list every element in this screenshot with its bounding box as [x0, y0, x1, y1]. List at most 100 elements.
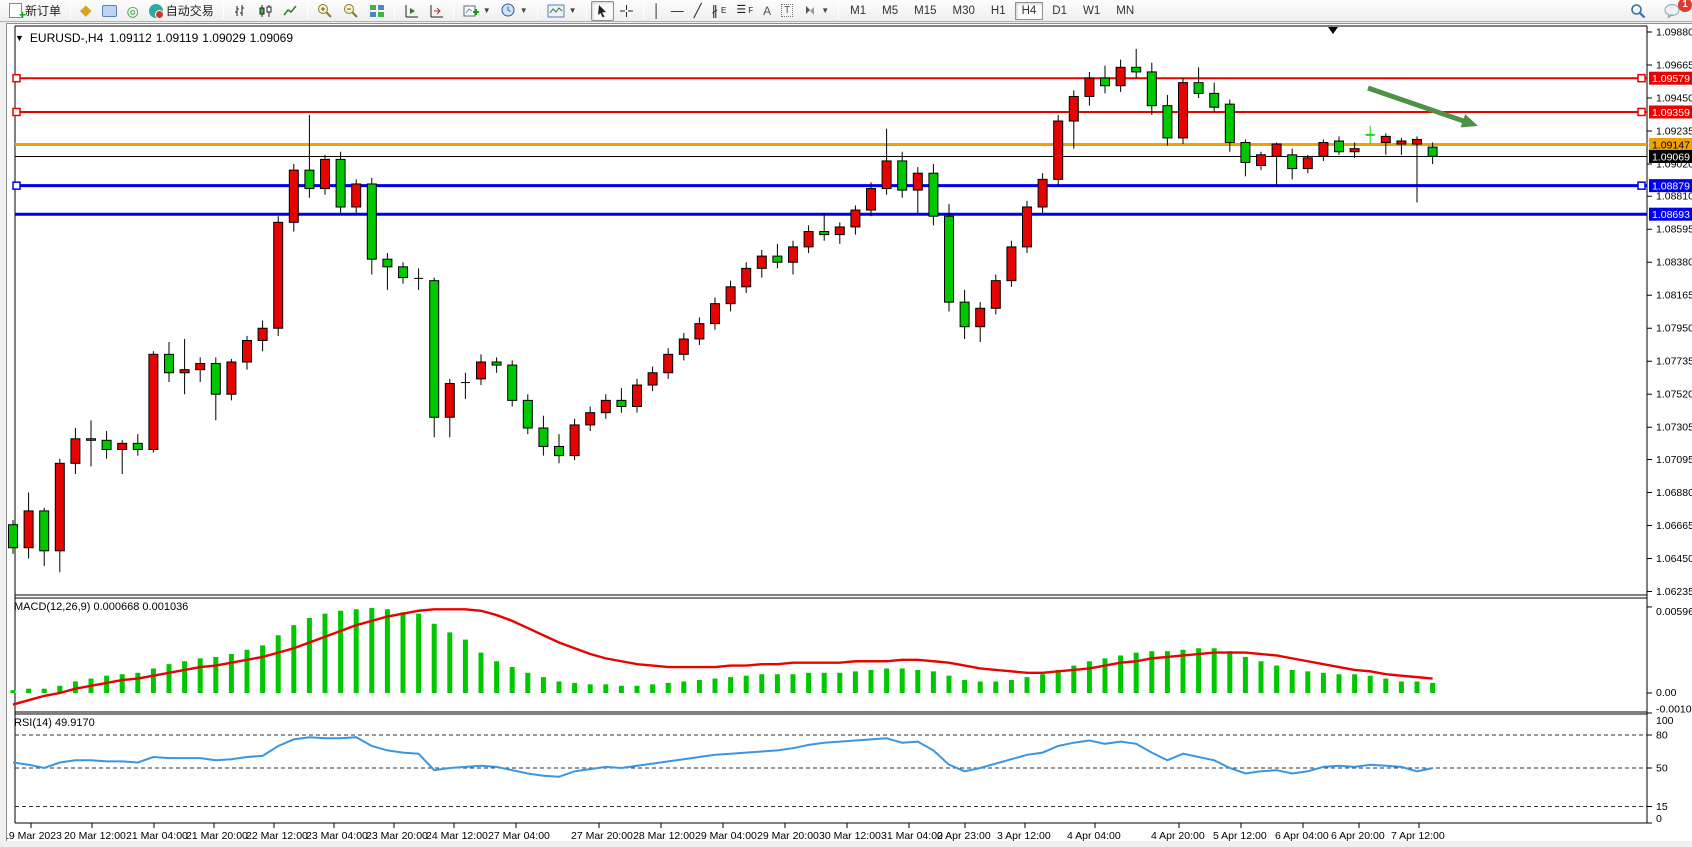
svg-text:24 Mar 12:00: 24 Mar 12:00 — [426, 830, 488, 842]
tf-d1[interactable]: D1 — [1052, 4, 1067, 17]
zoom-out-button[interactable] — [338, 1, 364, 21]
period-clock-button[interactable]: ▼ — [496, 1, 533, 21]
svg-text:31 Mar 04:00: 31 Mar 04:00 — [881, 830, 943, 842]
candle — [1427, 142, 1438, 165]
gold-brush-button[interactable]: ◆ — [75, 1, 97, 21]
hline-1.09069[interactable]: 1.09069 — [15, 149, 1692, 163]
tile-windows-button[interactable] — [364, 1, 390, 21]
shap​es-tool-button[interactable]: ▼ — [798, 1, 834, 21]
candle — [725, 280, 736, 312]
tf-h4[interactable]: H4 — [1014, 1, 1044, 20]
tf-mn[interactable]: MN — [1116, 4, 1135, 17]
line-handle[interactable] — [12, 73, 21, 83]
candle — [1037, 173, 1048, 214]
toolbar-separator — [642, 2, 644, 19]
hline-1.08693[interactable]: 1.08693 — [15, 207, 1692, 221]
text-tool-button[interactable]: A — [758, 1, 776, 21]
new-order-label: 新订单 — [25, 4, 62, 18]
vline-tool-button[interactable]: │ — [648, 1, 666, 21]
notifications-button[interactable]: 1 — [1659, 0, 1692, 21]
hline-1.09359[interactable]: 1.09359 — [12, 105, 1692, 119]
crosshair-icon — [619, 4, 633, 17]
svg-text:29 Mar 04:00: 29 Mar 04:00 — [695, 830, 757, 842]
svg-text:100: 100 — [1656, 715, 1674, 727]
toolbar-separator — [452, 2, 454, 19]
chart-canvas[interactable]: 1.098801.096651.094501.092351.090201.088… — [7, 24, 1692, 842]
search-button[interactable] — [1625, 1, 1651, 21]
line-handle[interactable] — [1637, 107, 1646, 117]
profiles-button[interactable] — [97, 1, 122, 21]
chart-open-value: 1.09112 — [109, 31, 152, 45]
candle — [819, 213, 830, 241]
candle — [8, 520, 18, 554]
chart-shift-marker[interactable] — [1328, 27, 1338, 34]
line-handle[interactable] — [1637, 181, 1646, 190]
candle — [414, 268, 424, 290]
svg-text:1.07950: 1.07950 — [1656, 323, 1692, 335]
candle — [210, 357, 221, 421]
tf-h1[interactable]: H1 — [990, 4, 1006, 17]
candle — [522, 394, 533, 435]
candle — [460, 372, 470, 399]
tf-m1[interactable]: M1 — [850, 4, 867, 17]
template-button[interactable]: ▼ — [542, 1, 582, 21]
channel-tool-button[interactable]: ∦ E — [707, 1, 732, 21]
line-handle[interactable] — [12, 107, 21, 117]
price-tag — [1649, 105, 1692, 119]
svg-text:-0.001069: -0.001069 — [1656, 703, 1692, 715]
tf-m5[interactable]: M5 — [882, 4, 899, 17]
candle — [866, 182, 876, 217]
candle-chart-button[interactable] — [253, 1, 278, 21]
svg-text:21 Mar 04:00: 21 Mar 04:00 — [126, 830, 188, 842]
toolbar-separator — [536, 2, 538, 19]
bar-chart-icon — [234, 4, 244, 16]
tf-m15[interactable]: M15 — [914, 4, 937, 17]
chart-shift-button[interactable] — [424, 1, 449, 21]
svg-text:27 Mar 04:00: 27 Mar 04:00 — [488, 830, 550, 842]
candle — [444, 378, 455, 438]
tf-m30[interactable]: M30 — [952, 4, 975, 17]
hline-1.08879[interactable]: 1.08879 — [12, 179, 1692, 192]
line-handle[interactable] — [1637, 73, 1646, 83]
svg-text:2 Apr 23:00: 2 Apr 23:00 — [937, 830, 991, 842]
candle — [850, 205, 861, 235]
tf-w1[interactable]: W1 — [1083, 4, 1101, 17]
hline-1.09579[interactable]: 1.09579 — [12, 71, 1692, 85]
price-axis[interactable]: 1.098801.096651.094501.092351.090201.088… — [1647, 27, 1692, 598]
trendline-tool-button[interactable]: ╱ — [689, 1, 707, 21]
crosshair-tool-button[interactable] — [614, 1, 639, 21]
line-handle[interactable] — [12, 181, 21, 190]
indicator-axes: 0.005964 0.00 -0.001069100 80 50 150 — [15, 606, 1692, 825]
channel-letter: E — [721, 6, 727, 15]
autotrade-button[interactable]: 自动交易 — [144, 1, 219, 21]
candle — [1100, 65, 1110, 94]
signal-button[interactable]: ◎ — [122, 1, 144, 21]
candle — [1193, 67, 1204, 99]
collapse-triangle-icon[interactable]: ▼ — [15, 33, 24, 43]
cursor-tool-button[interactable] — [590, 0, 614, 21]
zoom-in-button[interactable] — [312, 1, 338, 21]
tile-windows-icon — [369, 4, 384, 17]
new-order-button[interactable]: 新订单 — [4, 1, 66, 22]
candle — [1302, 154, 1313, 174]
auto-scroll-button[interactable] — [399, 1, 424, 21]
candle — [538, 415, 549, 456]
chart-window[interactable]: ▼ EURUSD-,H4 1.09112 1.09119 1.09029 1.0… — [6, 23, 1692, 842]
text-label-tool-button[interactable]: T — [776, 1, 798, 21]
toolbar-separator — [306, 2, 308, 19]
hline-1.09147[interactable]: 1.09147 — [15, 138, 1692, 151]
line-chart-button[interactable] — [278, 1, 303, 21]
svg-text:0.00: 0.00 — [1656, 687, 1677, 699]
bar-chart-button[interactable] — [228, 1, 253, 21]
candle — [1209, 82, 1220, 112]
fibonacci-tool-button[interactable]: ☰ F — [731, 1, 758, 21]
svg-text:30 Mar 12:00: 30 Mar 12:00 — [819, 830, 881, 842]
period-clock-icon — [501, 3, 515, 17]
gold-brush-icon: ◆ — [80, 2, 92, 19]
hline-tool-button[interactable]: — — [666, 1, 689, 21]
candle — [257, 320, 268, 352]
add-indicator-button[interactable]: ▼ — [458, 1, 496, 21]
trend-arrow-annotation[interactable] — [1367, 85, 1478, 128]
